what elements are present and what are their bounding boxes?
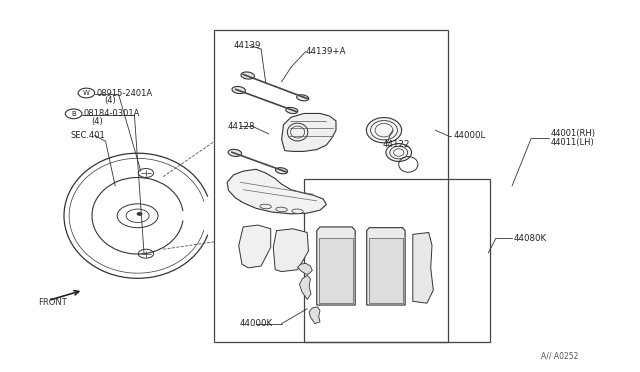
Ellipse shape — [297, 95, 308, 101]
Polygon shape — [367, 228, 405, 305]
Text: 44080K: 44080K — [513, 234, 547, 243]
Circle shape — [137, 212, 142, 215]
Text: 44011(LH): 44011(LH) — [550, 138, 594, 147]
Text: 44128: 44128 — [227, 122, 255, 131]
Text: 44139: 44139 — [234, 41, 261, 50]
Text: FRONT: FRONT — [38, 298, 67, 307]
Polygon shape — [309, 307, 320, 324]
Ellipse shape — [276, 168, 287, 174]
Ellipse shape — [232, 86, 246, 94]
Polygon shape — [413, 232, 433, 303]
Bar — [369, 238, 403, 303]
Bar — [214, 30, 448, 342]
Polygon shape — [317, 227, 355, 305]
Circle shape — [78, 88, 95, 98]
Ellipse shape — [386, 144, 412, 161]
Polygon shape — [298, 263, 312, 274]
Polygon shape — [300, 275, 311, 299]
Ellipse shape — [276, 207, 287, 212]
Ellipse shape — [228, 149, 242, 157]
Text: B: B — [71, 111, 76, 117]
Ellipse shape — [286, 108, 298, 113]
Circle shape — [65, 109, 82, 119]
Ellipse shape — [292, 209, 303, 214]
Bar — [319, 238, 353, 303]
Text: (4): (4) — [104, 96, 116, 105]
Text: (4): (4) — [92, 117, 103, 126]
Text: 44139+A: 44139+A — [306, 47, 346, 56]
Text: A// A0252: A// A0252 — [541, 352, 578, 361]
Text: 44122: 44122 — [383, 140, 410, 149]
Polygon shape — [239, 225, 271, 268]
Text: 44000K: 44000K — [240, 319, 273, 328]
Text: 08184-0301A: 08184-0301A — [84, 109, 140, 118]
Polygon shape — [227, 169, 326, 214]
Text: 44001(RH): 44001(RH) — [550, 129, 595, 138]
Text: 44000L: 44000L — [453, 131, 485, 140]
Ellipse shape — [260, 204, 271, 209]
Bar — [304, 179, 490, 342]
Ellipse shape — [366, 118, 402, 143]
Text: W: W — [83, 90, 90, 96]
Ellipse shape — [241, 72, 255, 79]
Text: SEC.401: SEC.401 — [70, 131, 105, 140]
Polygon shape — [282, 113, 336, 151]
Text: 08915-2401A: 08915-2401A — [97, 89, 153, 97]
Polygon shape — [273, 229, 308, 272]
